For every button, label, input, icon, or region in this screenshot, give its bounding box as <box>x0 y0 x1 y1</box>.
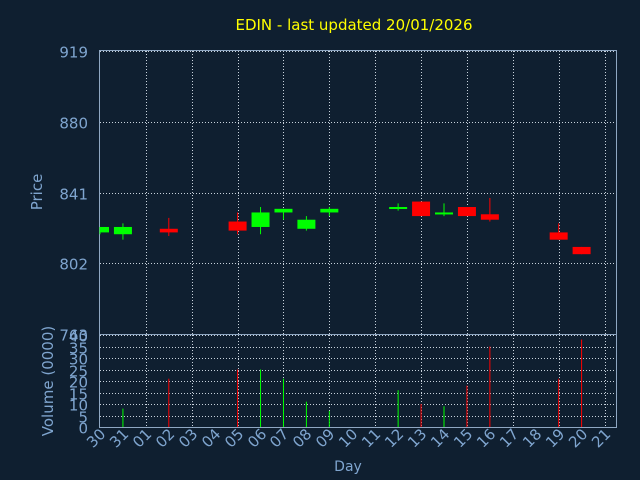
candle-body <box>320 208 339 213</box>
volume-tick-label: 20 <box>69 374 88 392</box>
candle-body <box>159 228 178 233</box>
price-tick-label: 841 <box>59 186 88 204</box>
volume-grid <box>100 335 616 428</box>
volume-tick-label: 15 <box>69 386 88 404</box>
candle-body <box>549 232 568 240</box>
candle-body <box>412 201 431 217</box>
candle-body <box>228 221 247 231</box>
x-axis-label: Day <box>334 459 362 475</box>
volume-tick-label: 0 <box>78 420 88 438</box>
volume-tick-label: 30 <box>69 351 88 369</box>
x-tick-label: 21 <box>588 425 614 451</box>
candle-body <box>435 212 453 215</box>
volume-tick-label: 40 <box>69 328 88 346</box>
volume-tick-label: 35 <box>69 340 88 358</box>
candle-body <box>251 212 270 227</box>
price-tick-label: 763 <box>59 327 88 345</box>
volume-bars <box>122 339 583 427</box>
candle-body <box>572 246 591 255</box>
price-axis-label: Price <box>28 174 46 211</box>
volume-axis-label: Volume (0000) <box>39 326 57 436</box>
candles <box>99 197 591 255</box>
price-panel-frame <box>99 50 617 335</box>
candle-body <box>100 226 109 233</box>
candle-body <box>113 226 132 235</box>
chart-title: EDIN - last updated 20/01/2026 <box>235 16 472 34</box>
volume-tick-label: 5 <box>78 409 88 427</box>
price-tick-label: 919 <box>59 44 88 62</box>
candle-body <box>480 214 499 220</box>
price-tick-label: 880 <box>59 115 88 133</box>
candle-body <box>274 208 293 213</box>
volume-panel-frame <box>99 334 617 428</box>
candle-body <box>389 207 408 210</box>
x-tick-labels: 3031010203040506070809101112131415161718… <box>83 425 614 451</box>
candle-body <box>297 219 316 229</box>
price-grid <box>100 51 616 335</box>
volume-tick-label: 10 <box>69 397 88 415</box>
price-tick-labels: 919 880 841 802 763 <box>59 44 88 345</box>
price-tick-label: 802 <box>59 256 88 274</box>
vertical-grid <box>146 51 606 427</box>
candle-body <box>457 207 476 217</box>
volume-tick-label: 25 <box>69 363 88 381</box>
